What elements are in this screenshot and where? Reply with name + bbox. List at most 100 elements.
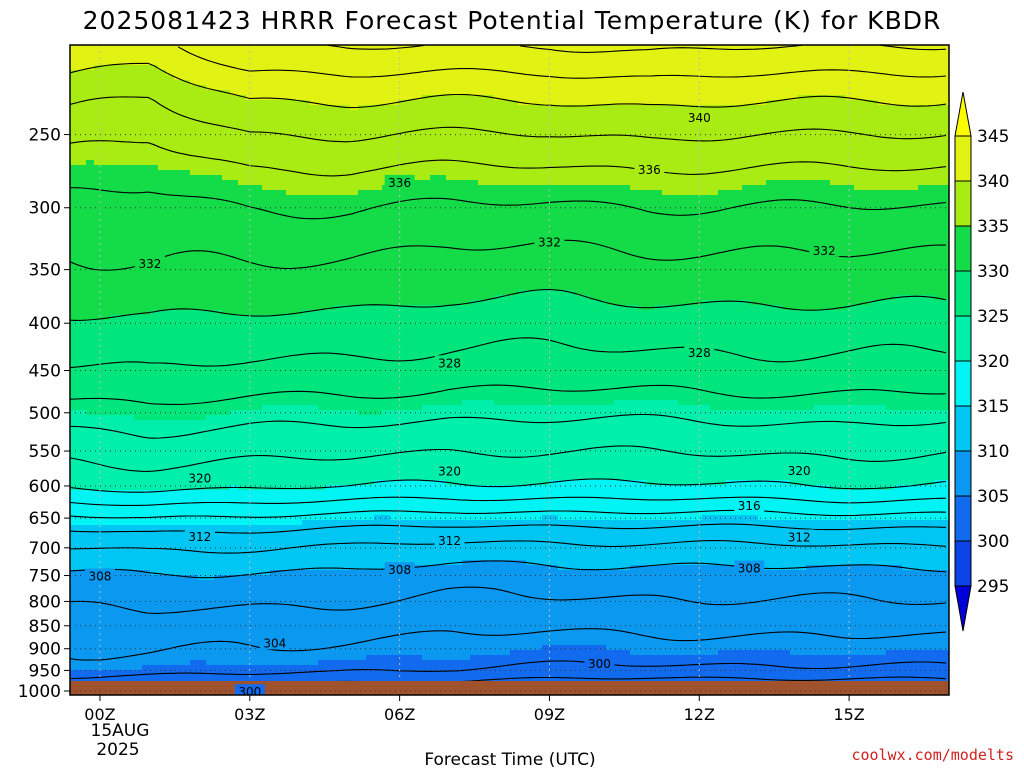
- fill-cell: [190, 105, 199, 111]
- fill-cell: [214, 55, 223, 61]
- fill-cell: [110, 530, 119, 536]
- fill-cell: [198, 170, 207, 176]
- fill-cell: [358, 520, 367, 526]
- fill-cell: [190, 65, 199, 71]
- fill-cell: [334, 330, 343, 336]
- fill-cell: [350, 175, 359, 181]
- fill-cell: [326, 590, 335, 596]
- fill-cell: [278, 310, 287, 316]
- fill-cell: [270, 190, 279, 196]
- fill-cell: [342, 160, 351, 166]
- fill-cell: [150, 470, 159, 476]
- fill-cell: [150, 225, 159, 231]
- fill-cell: [302, 430, 311, 436]
- fill-cell: [102, 620, 111, 626]
- fill-cell: [174, 240, 183, 246]
- fill-cell: [190, 120, 199, 126]
- fill-cell: [70, 665, 79, 671]
- fill-cell: [262, 505, 271, 511]
- fill-cell: [350, 220, 359, 226]
- fill-cell: [366, 375, 375, 381]
- fill-cell: [350, 435, 359, 441]
- fill-cell: [182, 610, 191, 616]
- fill-cell: [278, 675, 287, 681]
- fill-cell: [182, 195, 191, 201]
- fill-cell: [230, 420, 239, 426]
- fill-cell: [86, 155, 95, 161]
- fill-cell: [238, 610, 247, 616]
- fill-cell: [230, 300, 239, 306]
- fill-cell: [310, 270, 319, 276]
- fill-cell: [238, 255, 247, 261]
- fill-cell: [246, 630, 255, 636]
- fill-cell: [278, 565, 287, 571]
- fill-cell: [270, 125, 279, 131]
- fill-cell: [326, 425, 335, 431]
- fill-cell: [230, 310, 239, 316]
- fill-cell: [286, 290, 295, 296]
- fill-cell: [342, 595, 351, 601]
- fill-cell: [134, 340, 143, 346]
- fill-cell: [94, 155, 103, 161]
- fill-cell: [310, 185, 319, 191]
- fill-cell: [142, 550, 151, 556]
- fill-cell: [270, 90, 279, 96]
- fill-cell: [318, 380, 327, 386]
- fill-cell: [246, 165, 255, 171]
- fill-cell: [214, 285, 223, 291]
- fill-cell: [358, 485, 367, 491]
- fill-cell: [126, 390, 135, 396]
- fill-cell: [326, 495, 335, 501]
- fill-cell: [222, 65, 231, 71]
- fill-cell: [318, 225, 327, 231]
- fill-cell: [238, 440, 247, 446]
- fill-cell: [254, 405, 263, 411]
- fill-cell: [198, 655, 207, 661]
- fill-cell: [222, 125, 231, 131]
- fill-cell: [126, 425, 135, 431]
- fill-cell: [134, 165, 143, 171]
- fill-cell: [134, 50, 143, 56]
- fill-cell: [118, 465, 127, 471]
- fill-cell: [198, 505, 207, 511]
- fill-cell: [302, 105, 311, 111]
- fill-cell: [286, 415, 295, 421]
- fill-cell: [230, 170, 239, 176]
- fill-cell: [118, 175, 127, 181]
- fill-cell: [134, 210, 143, 216]
- fill-cell: [70, 425, 79, 431]
- fill-cell: [334, 515, 343, 521]
- fill-cell: [118, 450, 127, 456]
- fill-cell: [350, 345, 359, 351]
- fill-cell: [350, 480, 359, 486]
- fill-cell: [174, 590, 183, 596]
- fill-cell: [246, 90, 255, 96]
- fill-cell: [254, 470, 263, 476]
- fill-cell: [286, 550, 295, 556]
- fill-cell: [262, 545, 271, 551]
- fill-cell: [366, 420, 375, 426]
- fill-cell: [102, 445, 111, 451]
- fill-cell: [190, 485, 199, 491]
- fill-cell: [230, 70, 239, 76]
- fill-cell: [190, 495, 199, 501]
- fill-cell: [350, 430, 359, 436]
- fill-cell: [270, 425, 279, 431]
- fill-cell: [270, 285, 279, 291]
- fill-cell: [374, 100, 383, 106]
- fill-cell: [294, 75, 303, 81]
- fill-cell: [182, 185, 191, 191]
- fill-cell: [142, 480, 151, 486]
- fill-cell: [342, 300, 351, 306]
- fill-cell: [118, 575, 127, 581]
- fill-cell: [254, 510, 263, 516]
- fill-cell: [102, 105, 111, 111]
- fill-cell: [318, 575, 327, 581]
- fill-cell: [326, 190, 335, 196]
- fill-cell: [302, 145, 311, 151]
- fill-cell: [358, 70, 367, 76]
- fill-cell: [182, 555, 191, 561]
- fill-cell: [262, 280, 271, 286]
- fill-cell: [310, 590, 319, 596]
- fill-cell: [158, 655, 167, 661]
